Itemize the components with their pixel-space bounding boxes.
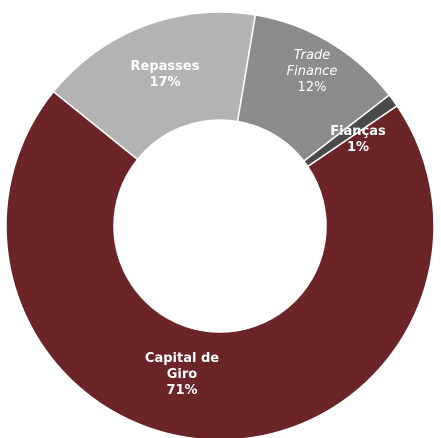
category-label: Repasses — [130, 59, 200, 74]
slice — [5, 90, 435, 438]
slice-label: Fianças 1% — [328, 124, 388, 156]
category-label: Capital de Giro — [144, 351, 220, 382]
value-label: 71% — [166, 383, 198, 398]
category-label: Fianças — [330, 124, 386, 139]
slice-label: Repasses 17% — [120, 59, 210, 91]
value-label: 1% — [346, 140, 370, 155]
value-label: 12% — [297, 80, 327, 95]
slice — [52, 11, 257, 161]
value-label: 17% — [149, 75, 181, 90]
category-label: Trade Finance — [286, 48, 338, 79]
slice-label: Trade Finance 12% — [277, 48, 347, 96]
slice-label: Capital de Giro 71% — [132, 351, 232, 399]
